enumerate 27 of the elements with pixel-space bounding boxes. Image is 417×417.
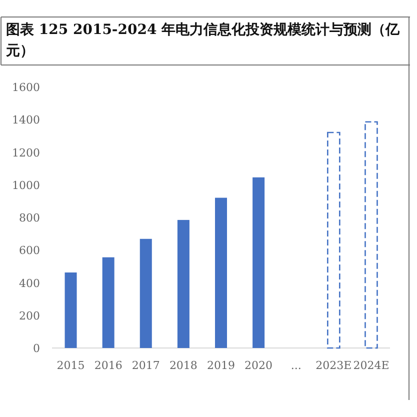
bar — [327, 132, 340, 349]
x-tick-label: 2024E — [353, 359, 390, 372]
x-tick-label: 2020 — [244, 359, 273, 372]
y-tick-label: 400 — [19, 276, 40, 290]
bar — [252, 177, 265, 348]
bar — [140, 238, 152, 348]
bar — [215, 198, 227, 348]
y-tick-label: 0 — [33, 342, 40, 355]
y-tick-label: 1000 — [12, 178, 40, 192]
y-tick-label: 200 — [19, 309, 40, 322]
y-tick-label: 1600 — [12, 81, 40, 94]
x-tick-label: ... — [290, 359, 302, 372]
bar — [177, 220, 190, 348]
bar — [364, 121, 378, 349]
bar — [64, 272, 77, 348]
x-tick-label: 2019 — [207, 359, 235, 372]
x-tick-label: 2015 — [56, 359, 85, 372]
x-tick-label: 2016 — [94, 359, 122, 372]
x-tick-label: 2018 — [169, 359, 198, 372]
y-tick-label: 1200 — [12, 146, 40, 160]
title: 图表 125 2015-2024 年电力信息化投资规模统计与预测（亿元） — [6, 22, 400, 59]
bar — [102, 257, 114, 348]
y-tick-label: 600 — [19, 244, 40, 258]
x-tick-label: 2017 — [132, 359, 160, 372]
y-tick-label: 1400 — [12, 114, 40, 127]
y-tick-label: 800 — [19, 212, 40, 224]
x-tick-label: 2023E — [316, 359, 352, 372]
